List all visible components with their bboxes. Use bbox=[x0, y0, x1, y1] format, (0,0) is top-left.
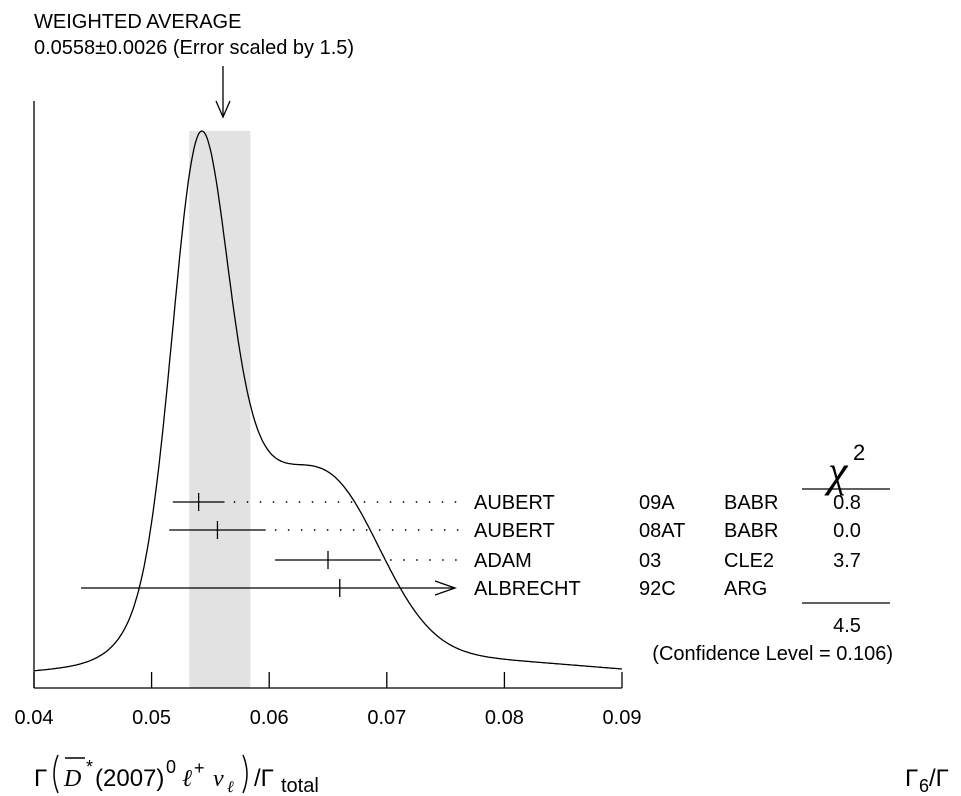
x-label-mass: (2007) bbox=[95, 765, 164, 792]
row-reference: 03 bbox=[639, 550, 661, 572]
x-label-particle: D bbox=[63, 766, 81, 792]
leader-dot bbox=[415, 501, 418, 503]
chi2-symbol: χ bbox=[824, 447, 849, 496]
x-label-ratio: /Γ bbox=[254, 765, 274, 792]
measurement-row: AUBERT 09A BABR 0.8 bbox=[172, 492, 861, 514]
row-author: ALBRECHT bbox=[474, 578, 581, 600]
leader-dot bbox=[337, 501, 340, 503]
x-tick-label: 0.04 bbox=[15, 707, 54, 729]
x-tick-label: 0.07 bbox=[367, 707, 406, 729]
leader-dot bbox=[274, 529, 277, 531]
x-tick-label: 0.05 bbox=[132, 707, 171, 729]
chi2-header: χ 2 bbox=[824, 440, 865, 496]
weighted-average-value: 0.0558±0.0026 (Error scaled by 1.5) bbox=[34, 37, 354, 59]
leader-dot bbox=[441, 501, 444, 503]
leader-dot bbox=[233, 501, 236, 503]
x-axis-label: Γ D * (2007) 0 ℓ + ν ℓ /Γ total bbox=[34, 754, 319, 796]
row-author: AUBERT bbox=[474, 520, 555, 542]
leader-dot bbox=[259, 501, 262, 503]
weighted-average-arrow bbox=[215, 66, 231, 119]
row-reference: 08AT bbox=[639, 520, 685, 542]
row-author: ADAM bbox=[474, 550, 532, 572]
measurement-row: ALBRECHT 92C ARG bbox=[81, 578, 767, 600]
ideogram-curve bbox=[33, 130, 623, 672]
weighted-average-title: WEIGHTED AVERAGE bbox=[34, 11, 241, 33]
leader-dot bbox=[404, 529, 407, 531]
leader-dot bbox=[402, 501, 405, 503]
right-label: Γ 6 /Γ bbox=[905, 765, 949, 796]
row-experiment: BABR bbox=[724, 520, 778, 542]
leader-dot bbox=[389, 501, 392, 503]
leader-dot bbox=[298, 501, 301, 503]
leader-dot bbox=[300, 529, 303, 531]
x-label-nu: ν bbox=[213, 766, 224, 792]
x-tick-label: 0.06 bbox=[250, 707, 289, 729]
leader-dot bbox=[376, 501, 379, 503]
leader-dot bbox=[416, 559, 418, 561]
x-tick-label: 0.09 bbox=[603, 707, 642, 729]
right-label-gamma: Γ bbox=[905, 765, 918, 792]
x-label-star: * bbox=[86, 757, 93, 777]
x-label-lepton: ℓ bbox=[182, 766, 192, 792]
row-chi2: 3.7 bbox=[833, 550, 861, 572]
leader-dot bbox=[428, 501, 431, 503]
leader-dot bbox=[246, 501, 249, 503]
leader-dot bbox=[287, 529, 290, 531]
leader-dot bbox=[417, 529, 420, 531]
leader-dot bbox=[455, 559, 457, 561]
leader-dot bbox=[352, 529, 355, 531]
leader-dot bbox=[324, 501, 327, 503]
row-chi2: 0.0 bbox=[833, 520, 861, 542]
leader-dot bbox=[391, 529, 394, 531]
leader-dot bbox=[272, 501, 275, 503]
measurement-row: AUBERT 08AT BABR 0.0 bbox=[169, 520, 861, 542]
leader-dot bbox=[430, 529, 433, 531]
chi2-power: 2 bbox=[853, 440, 865, 465]
row-reference: 92C bbox=[639, 578, 676, 600]
x-tick-label: 0.08 bbox=[485, 707, 524, 729]
leader-dot bbox=[454, 501, 457, 503]
leader-dot bbox=[363, 501, 366, 503]
row-reference: 09A bbox=[639, 492, 675, 514]
leader-dot bbox=[456, 529, 459, 531]
x-label-charge: 0 bbox=[166, 757, 176, 777]
leader-dot bbox=[378, 529, 381, 531]
leader-dot bbox=[429, 559, 431, 561]
leader-dot bbox=[350, 501, 353, 503]
row-experiment: BABR bbox=[724, 492, 778, 514]
x-label-plus: + bbox=[194, 758, 205, 778]
leader-dot bbox=[442, 559, 444, 561]
leader-dot bbox=[313, 529, 316, 531]
row-experiment: CLE2 bbox=[724, 550, 774, 572]
confidence-level: (Confidence Level = 0.106) bbox=[652, 643, 893, 665]
row-author: AUBERT bbox=[474, 492, 555, 514]
row-experiment: ARG bbox=[724, 578, 767, 600]
leader-dot bbox=[403, 559, 405, 561]
leader-dot bbox=[365, 529, 368, 531]
x-label-nu-sub: ℓ bbox=[227, 779, 234, 796]
row-chi2: 0.8 bbox=[833, 492, 861, 514]
x-label-right-paren bbox=[242, 754, 248, 794]
x-label-total: total bbox=[281, 775, 319, 796]
weighted-average-band bbox=[189, 131, 251, 688]
leader-dot bbox=[326, 529, 329, 531]
leader-dot bbox=[285, 501, 288, 503]
right-label-tail: /Γ bbox=[929, 765, 949, 792]
x-label-left-paren bbox=[53, 754, 59, 794]
right-label-sub: 6 bbox=[919, 776, 929, 796]
leader-dot bbox=[339, 529, 342, 531]
arrow-head bbox=[434, 580, 457, 596]
leader-dot bbox=[390, 559, 392, 561]
leader-dot bbox=[311, 501, 314, 503]
chi2-total: 4.5 bbox=[833, 615, 861, 637]
x-label-gamma: Γ bbox=[34, 765, 47, 792]
leader-dot bbox=[443, 529, 446, 531]
measurement-row: ADAM 03 CLE2 3.7 bbox=[275, 550, 861, 572]
